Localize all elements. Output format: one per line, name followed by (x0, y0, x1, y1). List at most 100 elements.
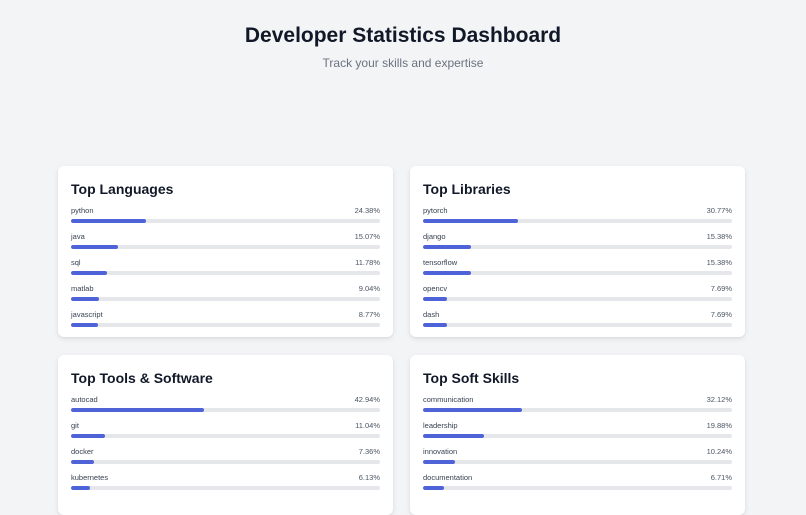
card-title: Top Tools & Software (71, 370, 213, 386)
progress-fill (71, 297, 99, 301)
progress-track (71, 245, 380, 249)
stat-row: autocad 42.94% (71, 395, 380, 421)
progress-fill (71, 219, 147, 223)
page-subtitle: Track your skills and expertise (322, 56, 484, 70)
stat-row: matlab 9.04% (71, 284, 380, 310)
card-title: Top Libraries (423, 181, 511, 197)
stat-row: opencv 7.69% (423, 284, 732, 310)
stat-row: kubernetes 6.13% (71, 473, 380, 499)
progress-fill (423, 408, 523, 412)
stat-value: 7.69% (710, 310, 732, 319)
stat-label: communication (423, 395, 474, 404)
stat-header: docker 7.36% (71, 447, 380, 456)
progress-fill (71, 486, 90, 490)
progress-fill (71, 323, 99, 327)
stat-list: communication 32.12% leadership 19.88% innov… (423, 395, 732, 499)
stat-label: pytorch (423, 206, 448, 215)
stat-label: documentation (423, 473, 473, 482)
progress-track (423, 434, 732, 438)
stat-header: documentation 6.71% (423, 473, 732, 482)
stat-value: 19.88% (706, 421, 732, 430)
progress-track (423, 408, 732, 412)
stat-label: kubernetes (71, 473, 109, 482)
progress-track (71, 219, 380, 223)
stat-label: innovation (423, 447, 458, 456)
stat-label: dash (423, 310, 440, 319)
stat-row: innovation 10.24% (423, 447, 732, 473)
progress-track (71, 271, 380, 275)
stat-value: 30.77% (706, 206, 732, 215)
progress-fill (71, 245, 118, 249)
stat-list: pytorch 30.77% django 15.38% tensorflow 15.38… (423, 206, 732, 336)
stat-list: python 24.38% java 15.07% sql 11.78% matlab 9.0… (71, 206, 380, 336)
progress-fill (423, 486, 444, 490)
stat-label: tensorflow (423, 258, 458, 267)
stat-label: java (71, 232, 85, 241)
progress-fill (71, 460, 94, 464)
progress-track (423, 271, 732, 275)
progress-track (423, 460, 732, 464)
stat-header: git 11.04% (71, 421, 380, 430)
progress-track (71, 486, 380, 490)
progress-fill (423, 271, 471, 275)
stat-header: sql 11.78% (71, 258, 380, 267)
stat-value: 10.24% (706, 447, 732, 456)
stat-value: 8.77% (358, 310, 380, 319)
stat-header: pytorch 30.77% (423, 206, 732, 215)
progress-fill (423, 297, 447, 301)
stat-header: communication 32.12% (423, 395, 732, 404)
progress-track (423, 323, 732, 327)
stat-label: opencv (423, 284, 448, 293)
stat-header: java 15.07% (71, 232, 380, 241)
stat-value: 9.04% (358, 284, 380, 293)
stat-label: python (71, 206, 94, 215)
stat-value: 7.36% (358, 447, 380, 456)
stat-row: django 15.38% (423, 232, 732, 258)
stat-value: 24.38% (354, 206, 380, 215)
stat-value: 11.78% (355, 258, 380, 267)
stat-row: pytorch 30.77% (423, 206, 732, 232)
progress-track (71, 297, 380, 301)
progress-fill (423, 460, 455, 464)
card-title: Top Languages (71, 181, 174, 197)
card-title: Top Soft Skills (423, 370, 520, 386)
stat-value: 11.04% (355, 421, 380, 430)
progress-fill (71, 408, 204, 412)
stat-header: dash 7.69% (423, 310, 732, 319)
card-top-libraries: Top Libraries pytorch 30.77% django 15.38% t… (410, 166, 745, 337)
progress-track (423, 486, 732, 490)
stat-label: javascript (71, 310, 103, 319)
stat-header: kubernetes 6.13% (71, 473, 380, 482)
card-top-soft-skills: Top Soft Skills communication 32.12% leade… (410, 355, 745, 515)
stat-label: docker (71, 447, 94, 456)
stat-label: git (71, 421, 79, 430)
progress-fill (71, 434, 106, 438)
stat-label: leadership (423, 421, 458, 430)
stat-value: 6.71% (710, 473, 732, 482)
progress-track (71, 323, 380, 327)
progress-track (423, 245, 732, 249)
stat-header: python 24.38% (71, 206, 380, 215)
progress-fill (423, 219, 519, 223)
stat-row: tensorflow 15.38% (423, 258, 732, 284)
stat-header: javascript 8.77% (71, 310, 380, 319)
stat-list: autocad 42.94% git 11.04% docker 7.36% kuberne… (71, 395, 380, 499)
card-top-tools-software: Top Tools & Software autocad 42.94% git 11.… (58, 355, 393, 515)
stat-header: matlab 9.04% (71, 284, 380, 293)
stat-row: documentation 6.71% (423, 473, 732, 499)
stat-row: sql 11.78% (71, 258, 380, 284)
progress-fill (423, 323, 447, 327)
stat-label: sql (71, 258, 81, 267)
stat-value: 7.69% (710, 284, 732, 293)
stat-row: java 15.07% (71, 232, 380, 258)
stat-row: communication 32.12% (423, 395, 732, 421)
stat-header: opencv 7.69% (423, 284, 732, 293)
page-title: Developer Statistics Dashboard (244, 24, 562, 47)
progress-fill (423, 434, 485, 438)
progress-track (423, 219, 732, 223)
progress-track (423, 297, 732, 301)
stat-row: python 24.38% (71, 206, 380, 232)
stat-value: 32.12% (706, 395, 732, 404)
stat-value: 42.94% (354, 395, 380, 404)
stat-header: tensorflow 15.38% (423, 258, 732, 267)
